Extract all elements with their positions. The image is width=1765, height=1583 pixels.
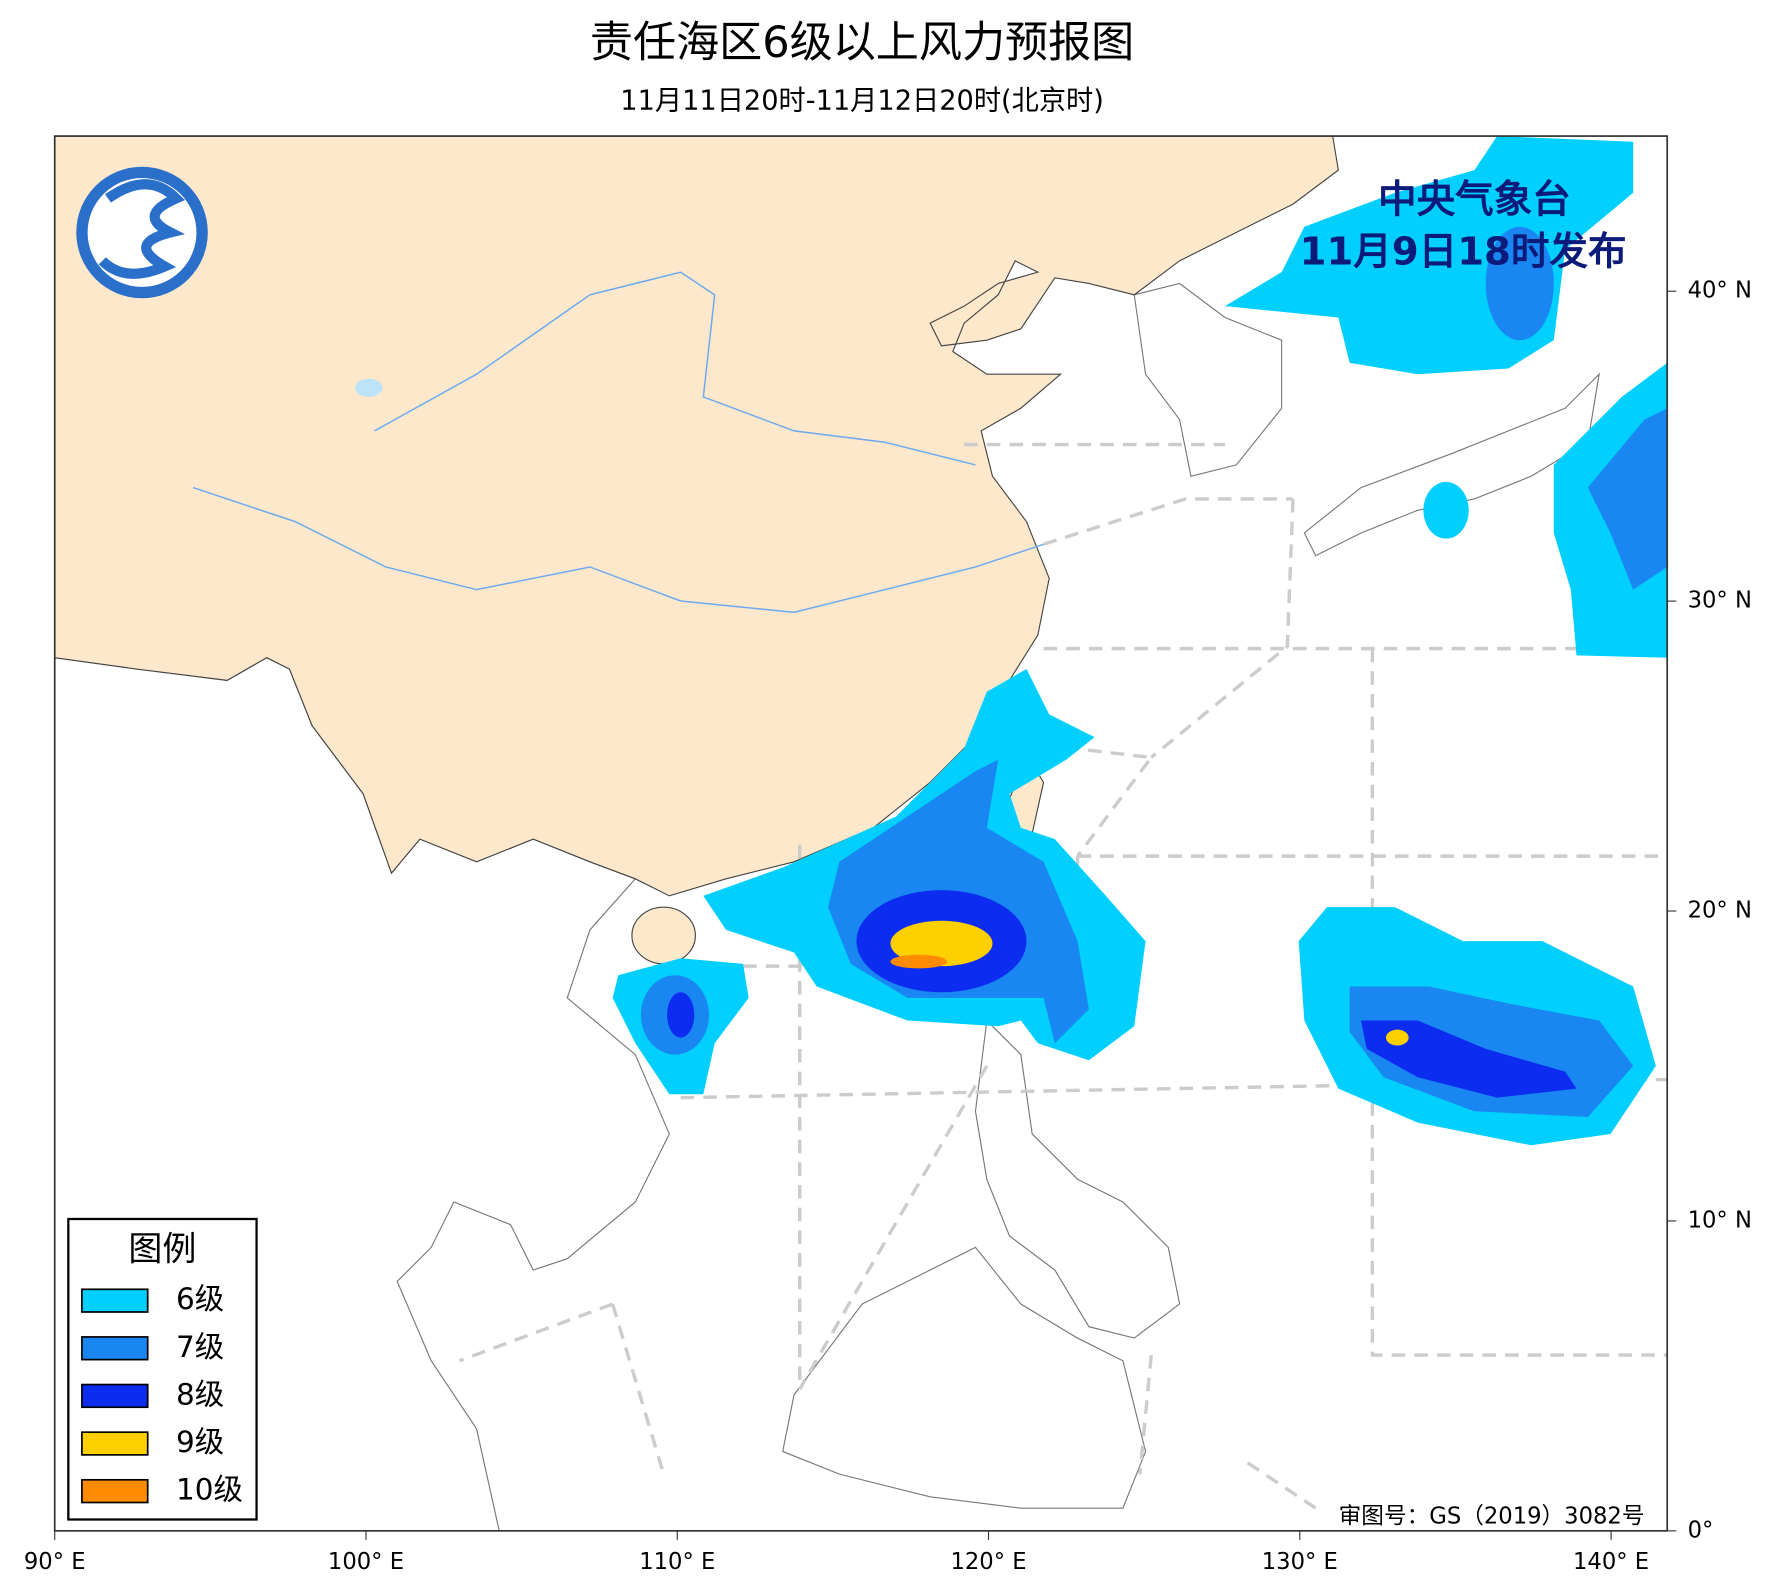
wind-area	[1385, 1029, 1409, 1046]
hainan	[631, 906, 696, 965]
legend-label: 10级	[176, 1473, 243, 1507]
lat-label: 0°	[1688, 1517, 1714, 1543]
legend-label: 8级	[176, 1377, 224, 1411]
lon-label: 90° E	[24, 1549, 86, 1575]
lon-label: 100° E	[328, 1549, 404, 1575]
subtitle: 11月11日20时-11月12日20时(北京时)	[620, 86, 1104, 117]
map-area	[53, 135, 1669, 1532]
map-frame	[53, 135, 1669, 1532]
lon-label: 130° E	[1262, 1549, 1338, 1575]
map-approval: 审图号：GS（2019）3082号	[1339, 1504, 1645, 1530]
wind-area	[890, 920, 993, 967]
legend-box	[67, 1217, 258, 1521]
logo	[76, 166, 208, 299]
legend-swatch	[81, 1478, 149, 1504]
river	[192, 271, 1044, 614]
legend-swatch	[81, 1336, 149, 1361]
wind-areas	[612, 136, 1668, 1146]
lat-label: 10° N	[1688, 1207, 1752, 1233]
legend-label: 7级	[176, 1330, 224, 1364]
legend-label: 6级	[176, 1282, 224, 1316]
legend-swatch	[81, 1383, 149, 1409]
borneo	[782, 1246, 1147, 1509]
lat-label: 20° N	[1688, 898, 1752, 924]
wind-area	[667, 992, 695, 1038]
lat-label: 40° N	[1688, 278, 1752, 304]
issue-time: 11月9日18时发布	[1300, 230, 1627, 275]
legend-swatch	[81, 1431, 149, 1456]
legend-label: 9级	[176, 1425, 224, 1459]
china	[54, 136, 1339, 897]
philippines	[974, 1019, 1181, 1339]
lon-label: 140° E	[1573, 1549, 1649, 1575]
wind-area	[1485, 226, 1554, 341]
wind-area	[1423, 481, 1469, 539]
legend-title: 图例	[128, 1229, 196, 1269]
wind-area	[1361, 1020, 1577, 1098]
wind-area	[1587, 408, 1668, 590]
agency: 中央气象台	[1378, 177, 1571, 222]
legend-swatch	[81, 1288, 149, 1313]
logo-mark	[98, 179, 185, 279]
title: 责任海区6级以上风力预报图	[590, 18, 1134, 68]
legend: 图例 6级 7级 8级 9级 10级	[67, 1217, 258, 1521]
wind-area	[890, 954, 948, 969]
lat-label: 30° N	[1688, 588, 1752, 614]
lon-label: 110° E	[639, 1549, 715, 1575]
lon-label: 120° E	[950, 1549, 1026, 1575]
lake	[355, 378, 383, 397]
